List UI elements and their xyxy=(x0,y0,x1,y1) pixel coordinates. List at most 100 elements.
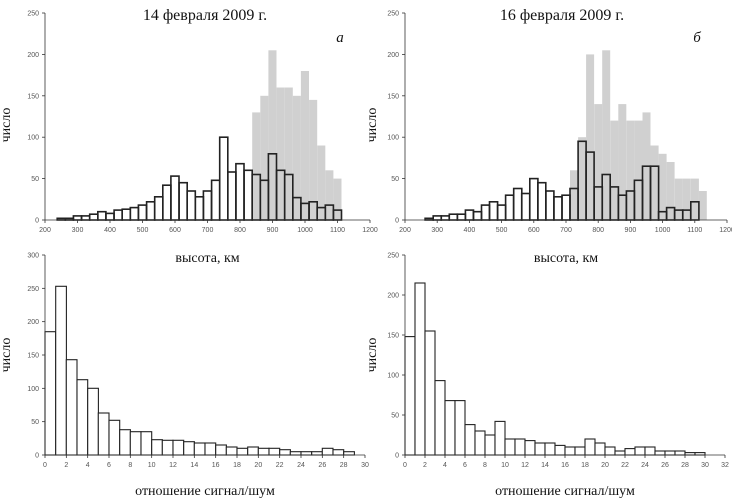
histogram-bar xyxy=(260,95,269,220)
y-tick-label: 200 xyxy=(387,52,399,59)
histogram-bar xyxy=(343,451,355,456)
histogram-bar xyxy=(456,213,467,221)
x-tick-label: 200 xyxy=(399,227,411,234)
histogram-bar xyxy=(268,447,281,456)
histogram-bar xyxy=(432,215,443,221)
panel-letter: a xyxy=(336,30,344,46)
histogram-bar xyxy=(454,400,466,456)
histogram-bar xyxy=(129,206,140,221)
histogram-bar xyxy=(414,282,426,456)
histogram-bar xyxy=(444,400,456,456)
y-tick-label: 50 xyxy=(391,413,399,420)
histogram-bar xyxy=(404,336,416,456)
chart-panel-1: 200 300 400 500 600 700 800 900 1000 1100 1200 0 50 1… xyxy=(0,7,378,266)
histogram-bar xyxy=(504,194,515,221)
histogram-bar xyxy=(504,438,516,456)
chart-panel-4: 0 2 4 6 8 10 12 14 16 18 20 22 24 26 28 30 3205010015020… xyxy=(365,253,729,499)
x-axis-title: высота, км xyxy=(175,251,239,266)
histogram-bar xyxy=(333,178,342,220)
histogram-bar xyxy=(561,194,571,221)
histogram-bar xyxy=(440,215,451,221)
x-tick-label: 400 xyxy=(104,227,116,234)
histogram-bar xyxy=(108,419,121,456)
histogram-bar xyxy=(554,444,566,456)
y-tick-label: 0 xyxy=(395,218,399,225)
histogram-bar xyxy=(225,446,238,456)
histogram-bar xyxy=(464,209,475,221)
x-tick-label: 16 xyxy=(561,462,569,469)
x-axis-title: отношение сигнал/шум xyxy=(495,484,635,499)
histogram-bar xyxy=(161,439,174,456)
y-tick-label: 300 xyxy=(27,253,39,260)
histogram-bar xyxy=(634,120,643,220)
histogram-bar xyxy=(604,446,616,456)
histogram-bar xyxy=(252,112,261,220)
histogram-bar xyxy=(574,446,586,456)
histogram-bar xyxy=(634,446,646,456)
histogram-bar xyxy=(448,213,459,221)
x-tick-label: 0 xyxy=(403,462,407,469)
x-tick-label: 500 xyxy=(496,227,508,234)
x-tick-label: 32 xyxy=(721,462,729,469)
histogram-bar xyxy=(584,438,596,456)
histogram-bar xyxy=(674,178,683,220)
histogram-bar xyxy=(218,136,229,221)
x-tick-label: 900 xyxy=(267,227,279,234)
histogram-bar xyxy=(97,210,107,221)
histogram-bar xyxy=(194,196,205,221)
histogram-bar xyxy=(153,196,164,221)
histogram-bar xyxy=(87,387,99,456)
y-tick-label: 0 xyxy=(35,453,39,460)
histogram-bar xyxy=(578,137,587,220)
histogram-bar xyxy=(610,120,619,220)
x-tick-label: 30 xyxy=(701,462,709,469)
histogram-bar xyxy=(666,162,675,220)
histogram-bar xyxy=(553,196,563,221)
x-tick-label: 500 xyxy=(137,227,149,234)
y-tick-label: 150 xyxy=(27,353,39,360)
histogram-bar xyxy=(88,213,99,221)
histogram-bar xyxy=(172,439,185,456)
y-tick-label: 200 xyxy=(27,319,39,326)
histogram-bar xyxy=(183,441,195,456)
histogram-bar xyxy=(257,447,270,456)
histogram-bar xyxy=(227,171,237,221)
x-tick-label: 1000 xyxy=(655,227,671,234)
histogram-bar xyxy=(534,442,546,456)
x-tick-label: 16 xyxy=(212,462,220,469)
y-tick-label: 0 xyxy=(395,453,399,460)
y-tick-label: 200 xyxy=(387,293,399,300)
x-tick-label: 700 xyxy=(202,227,214,234)
x-tick-label: 1100 xyxy=(687,227,702,234)
x-tick-label: 6 xyxy=(107,462,111,469)
histogram-bar xyxy=(279,449,291,456)
histogram-bar xyxy=(210,179,221,221)
x-tick-label: 6 xyxy=(463,462,467,469)
histogram-bar xyxy=(215,444,227,456)
x-tick-label: 300 xyxy=(72,227,84,234)
histogram-bar xyxy=(289,451,302,456)
histogram-bar xyxy=(658,153,667,220)
histogram-bar xyxy=(321,447,334,456)
x-tick-label: 1200 xyxy=(719,227,732,234)
x-tick-label: 2 xyxy=(423,462,427,469)
chart-panel-3: 0 2 4 6 8 10 12 14 16 18 20 22 24 26 28 300501001502002… xyxy=(0,253,369,499)
x-tick-label: 14 xyxy=(541,462,549,469)
y-axis-title: число xyxy=(0,108,14,143)
x-tick-label: 22 xyxy=(276,462,284,469)
x-tick-label: 22 xyxy=(621,462,629,469)
x-tick-label: 1000 xyxy=(297,227,313,234)
x-axis-title: высота, км xyxy=(534,251,598,266)
y-tick-label: 150 xyxy=(27,93,39,100)
histogram-bar xyxy=(494,420,506,456)
x-tick-label: 4 xyxy=(86,462,90,469)
y-axis-title: число xyxy=(365,108,380,143)
histogram-bar xyxy=(626,120,635,220)
y-tick-label: 150 xyxy=(387,333,399,340)
y-tick-label: 250 xyxy=(387,253,399,260)
x-tick-label: 24 xyxy=(641,462,649,469)
histogram-bar xyxy=(650,145,659,220)
histogram-bar xyxy=(300,451,313,456)
histogram-bar xyxy=(332,449,345,456)
histogram-bar xyxy=(268,50,277,220)
